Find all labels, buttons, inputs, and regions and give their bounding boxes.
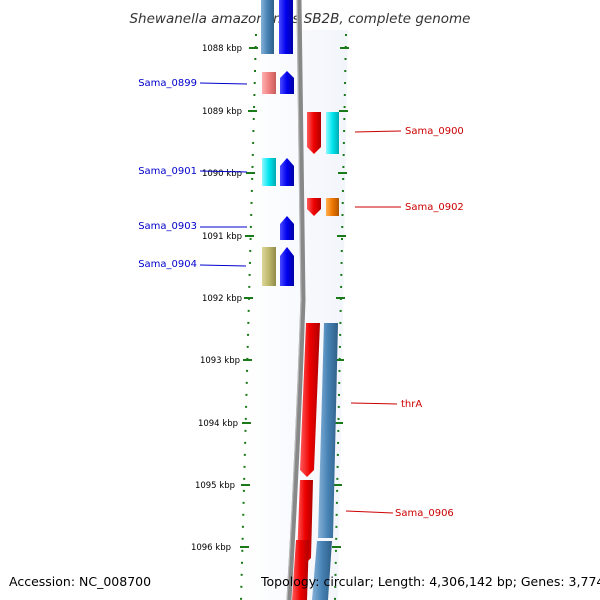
scale-label: 1089 kbp [202,107,242,117]
feature-labels-left: Sama_0899 Sama_0901 Sama_0903 Sama_0904 [138,78,197,270]
topology-summary: Topology: circular; Length: 4,306,142 bp… [261,574,600,589]
gene-next-steel[interactable] [312,541,332,600]
gene-prev-blue[interactable] [279,0,293,54]
scale-label: 1096 kbp [191,543,231,553]
gene-prev-steel[interactable] [261,0,274,54]
gene-sama-0904-block[interactable] [262,247,276,286]
backbone-strand [286,0,306,600]
feature-label-sama-0901[interactable]: Sama_0901 [138,166,197,177]
feature-label-sama-0904[interactable]: Sama_0904 [138,259,197,270]
gene-sama-0901-block[interactable] [262,158,276,186]
gene-sama-0900-arrow[interactable] [307,112,321,154]
feature-labels-right: Sama_0900 Sama_0902 thrA Sama_0906 [395,126,464,519]
gene-sama-0899-arrow[interactable] [280,71,294,94]
feature-label-sama-0902[interactable]: Sama_0902 [405,202,464,213]
leader-lines-left [199,82,248,267]
scale-label: 1093 kbp [200,356,240,366]
feature-label-sama-0900[interactable]: Sama_0900 [405,126,464,137]
scale-label: 1092 kbp [202,294,242,304]
scale-label: 1090 kbp [202,169,242,179]
feature-label-thra[interactable]: thrA [401,399,422,410]
gene-sama-0901-arrow[interactable] [280,158,294,186]
feature-label-sama-0899[interactable]: Sama_0899 [138,78,197,89]
leader-lines-right [345,130,402,514]
scale-label: 1088 kbp [202,44,242,54]
scale-label: 1095 kbp [195,481,235,491]
accession-text: Accession: NC_008700 [9,574,152,589]
gene-next-red[interactable] [292,540,309,600]
feature-label-sama-0906[interactable]: Sama_0906 [395,508,454,519]
gene-sama-0900-block[interactable] [326,112,339,154]
gene-thra-arrow[interactable] [300,323,320,477]
gene-sama-0904-arrow[interactable] [280,247,294,286]
scale-label: 1091 kbp [202,232,242,242]
scale-label: 1094 kbp [198,419,238,429]
gene-sama-0902-arrow[interactable] [307,198,321,216]
gene-sama-0903-arrow[interactable] [280,216,294,240]
feature-label-sama-0903[interactable]: Sama_0903 [138,221,197,232]
gene-sama-0899-block[interactable] [262,72,276,94]
gene-sama-0902-block[interactable] [326,198,339,216]
scale-labels: 1088 kbp 1089 kbp 1090 kbp 1091 kbp 1092… [191,44,242,553]
gene-thra-block[interactable] [318,323,338,538]
